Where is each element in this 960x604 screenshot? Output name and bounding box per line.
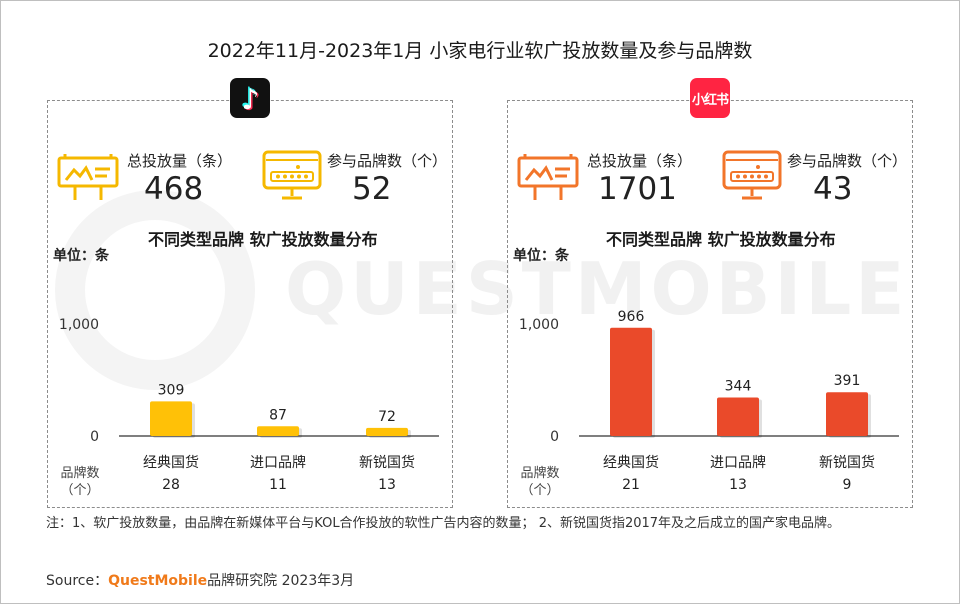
count-label-text: 品牌数	[60, 466, 100, 481]
y-tick-label: 0	[90, 429, 99, 445]
xhs-bar-chart: 0 1,000 966 344 391	[519, 309, 899, 445]
douyin-chart-title: 不同类型品牌 软广投放数量分布	[148, 230, 378, 249]
xhs-chart-title: 不同类型品牌 软广投放数量分布	[606, 230, 836, 249]
category-label: 进口品牌 11	[233, 452, 323, 496]
bar-经典国货	[150, 401, 192, 436]
bar-value-label: 87	[269, 407, 287, 423]
xhs-brands-label: 参与品牌数（个）	[787, 152, 908, 170]
bar-新锐国货	[826, 392, 868, 436]
count-unit-text: （个）	[520, 483, 560, 498]
billboard-icon	[57, 154, 119, 200]
count-unit-text: （个）	[60, 483, 100, 498]
xiaohongshu-logo-icon: 小红书	[690, 78, 730, 118]
douyin-brand-count-label: 品牌数 （个）	[52, 465, 108, 499]
source-brand: QuestMobile	[108, 573, 208, 589]
y-tick-label: 1,000	[59, 317, 99, 333]
watermark: QUESTMOBILE	[285, 247, 909, 331]
douyin-logo-icon: ♪ ♪ ♪	[230, 78, 270, 118]
category-name: 新锐国货	[819, 455, 875, 471]
category-name: 经典国货	[603, 455, 659, 471]
monitor-icon	[722, 150, 782, 200]
category-name: 经典国货	[143, 455, 199, 471]
count-label-text: 品牌数	[520, 466, 560, 481]
source-suffix: 品牌研究院 2023年3月	[207, 573, 355, 589]
category-name: 新锐国货	[359, 455, 415, 471]
xhs-brand-count-label: 品牌数 （个）	[512, 465, 568, 499]
category-label: 进口品牌 13	[693, 452, 783, 496]
bar-value-label: 966	[618, 309, 645, 325]
brand-count-value: 13	[378, 477, 396, 493]
source-prefix: Source：	[46, 573, 109, 589]
category-label: 经典国货 28	[126, 452, 216, 496]
bar-新锐国货	[366, 427, 408, 436]
douyin-bar-chart: 0 1,000 309 87 72	[59, 317, 439, 445]
y-tick-label: 1,000	[519, 317, 559, 333]
bar-value-label: 344	[725, 378, 752, 394]
douyin-unit-label: 单位：条	[53, 248, 109, 264]
source-line: Source：QuestMobile品牌研究院 2023年3月	[46, 570, 354, 590]
category-label: 经典国货 21	[586, 452, 676, 496]
bar-value-label: 309	[158, 382, 185, 398]
xhs-brands-value: 43	[813, 171, 853, 207]
page-title: 2022年11月-2023年1月 小家电行业软广投放数量及参与品牌数	[207, 40, 753, 62]
category-label: 新锐国货 13	[342, 452, 432, 496]
billboard-icon	[517, 154, 579, 200]
footnote: 注：1、软广投放数量，由品牌在新媒体平台与KOL合作投放的软性广告内容的数量； …	[46, 516, 841, 531]
category-name: 进口品牌	[710, 455, 766, 471]
brand-count-value: 11	[269, 477, 287, 493]
douyin-total-value: 468	[144, 171, 204, 207]
category-name: 进口品牌	[250, 455, 306, 471]
bar-进口品牌	[257, 426, 299, 436]
bar-value-label: 391	[834, 373, 861, 389]
brand-count-value: 21	[622, 477, 640, 493]
category-label: 新锐国货 9	[802, 452, 892, 496]
bar-经典国货	[610, 327, 652, 436]
brand-count-value: 28	[162, 477, 180, 493]
xhs-unit-label: 单位：条	[513, 248, 569, 264]
bar-进口品牌	[717, 397, 759, 436]
douyin-brands-value: 52	[352, 171, 392, 207]
brand-count-value: 9	[842, 477, 852, 493]
bar-value-label: 72	[378, 409, 396, 425]
brand-count-value: 13	[729, 477, 747, 493]
xhs-total-label: 总投放量（条）	[587, 152, 693, 170]
xhs-total-value: 1701	[598, 171, 677, 207]
y-tick-label: 0	[550, 429, 559, 445]
douyin-total-label: 总投放量（条）	[127, 152, 233, 170]
monitor-icon	[262, 150, 322, 200]
douyin-brands-label: 参与品牌数（个）	[327, 152, 448, 170]
